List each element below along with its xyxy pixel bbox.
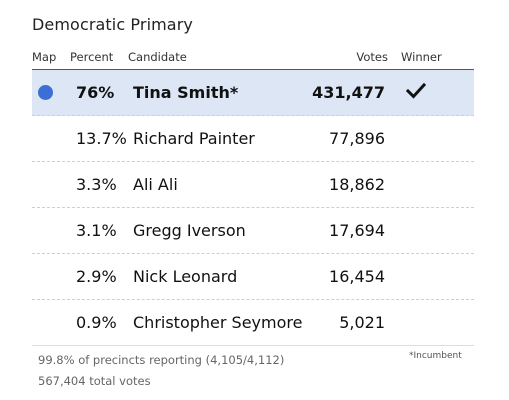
row-votes: 5,021 bbox=[339, 313, 385, 332]
header-map: Map bbox=[32, 50, 57, 64]
row-votes: 18,862 bbox=[329, 175, 385, 194]
table-header: Map Percent Candidate Votes Winner bbox=[32, 50, 474, 70]
row-candidate: Nick Leonard bbox=[133, 267, 238, 286]
table-row-winner: 76% Tina Smith* 431,477 bbox=[32, 70, 474, 116]
precincts-reporting: 99.8% of precincts reporting (4,105/4,11… bbox=[38, 353, 285, 367]
race-title: Democratic Primary bbox=[32, 15, 193, 34]
incumbent-note: *Incumbent bbox=[409, 351, 462, 361]
checkmark-icon bbox=[406, 82, 426, 99]
row-percent: 13.7% bbox=[76, 129, 127, 148]
row-votes: 16,454 bbox=[329, 267, 385, 286]
results-rows: 76% Tina Smith* 431,477 13.7% Richard Pa… bbox=[32, 70, 474, 346]
header-percent: Percent bbox=[70, 50, 114, 64]
header-divider bbox=[32, 69, 474, 70]
row-votes: 77,896 bbox=[329, 129, 385, 148]
row-percent: 2.9% bbox=[76, 267, 117, 286]
header-winner: Winner bbox=[401, 50, 442, 64]
table-row: 3.3% Ali Ali 18,862 bbox=[32, 162, 474, 208]
header-candidate: Candidate bbox=[128, 50, 187, 64]
table-row: 13.7% Richard Painter 77,896 bbox=[32, 116, 474, 162]
row-candidate: Richard Painter bbox=[133, 129, 255, 148]
row-votes: 431,477 bbox=[312, 83, 385, 102]
table-row: 0.9% Christopher Seymore 5,021 bbox=[32, 300, 474, 346]
row-percent: 76% bbox=[76, 83, 115, 102]
map-dot-icon bbox=[38, 85, 53, 100]
row-candidate: Tina Smith* bbox=[133, 83, 239, 102]
row-candidate: Christopher Seymore bbox=[133, 313, 303, 332]
results-footer: 99.8% of precincts reporting (4,105/4,11… bbox=[38, 350, 284, 392]
total-votes: 567,404 total votes bbox=[38, 374, 151, 388]
row-percent: 0.9% bbox=[76, 313, 117, 332]
table-row: 2.9% Nick Leonard 16,454 bbox=[32, 254, 474, 300]
row-candidate: Gregg Iverson bbox=[133, 221, 246, 240]
row-votes: 17,694 bbox=[329, 221, 385, 240]
header-votes: Votes bbox=[356, 50, 388, 64]
row-percent: 3.3% bbox=[76, 175, 117, 194]
table-row: 3.1% Gregg Iverson 17,694 bbox=[32, 208, 474, 254]
row-percent: 3.1% bbox=[76, 221, 117, 240]
row-candidate: Ali Ali bbox=[133, 175, 178, 194]
